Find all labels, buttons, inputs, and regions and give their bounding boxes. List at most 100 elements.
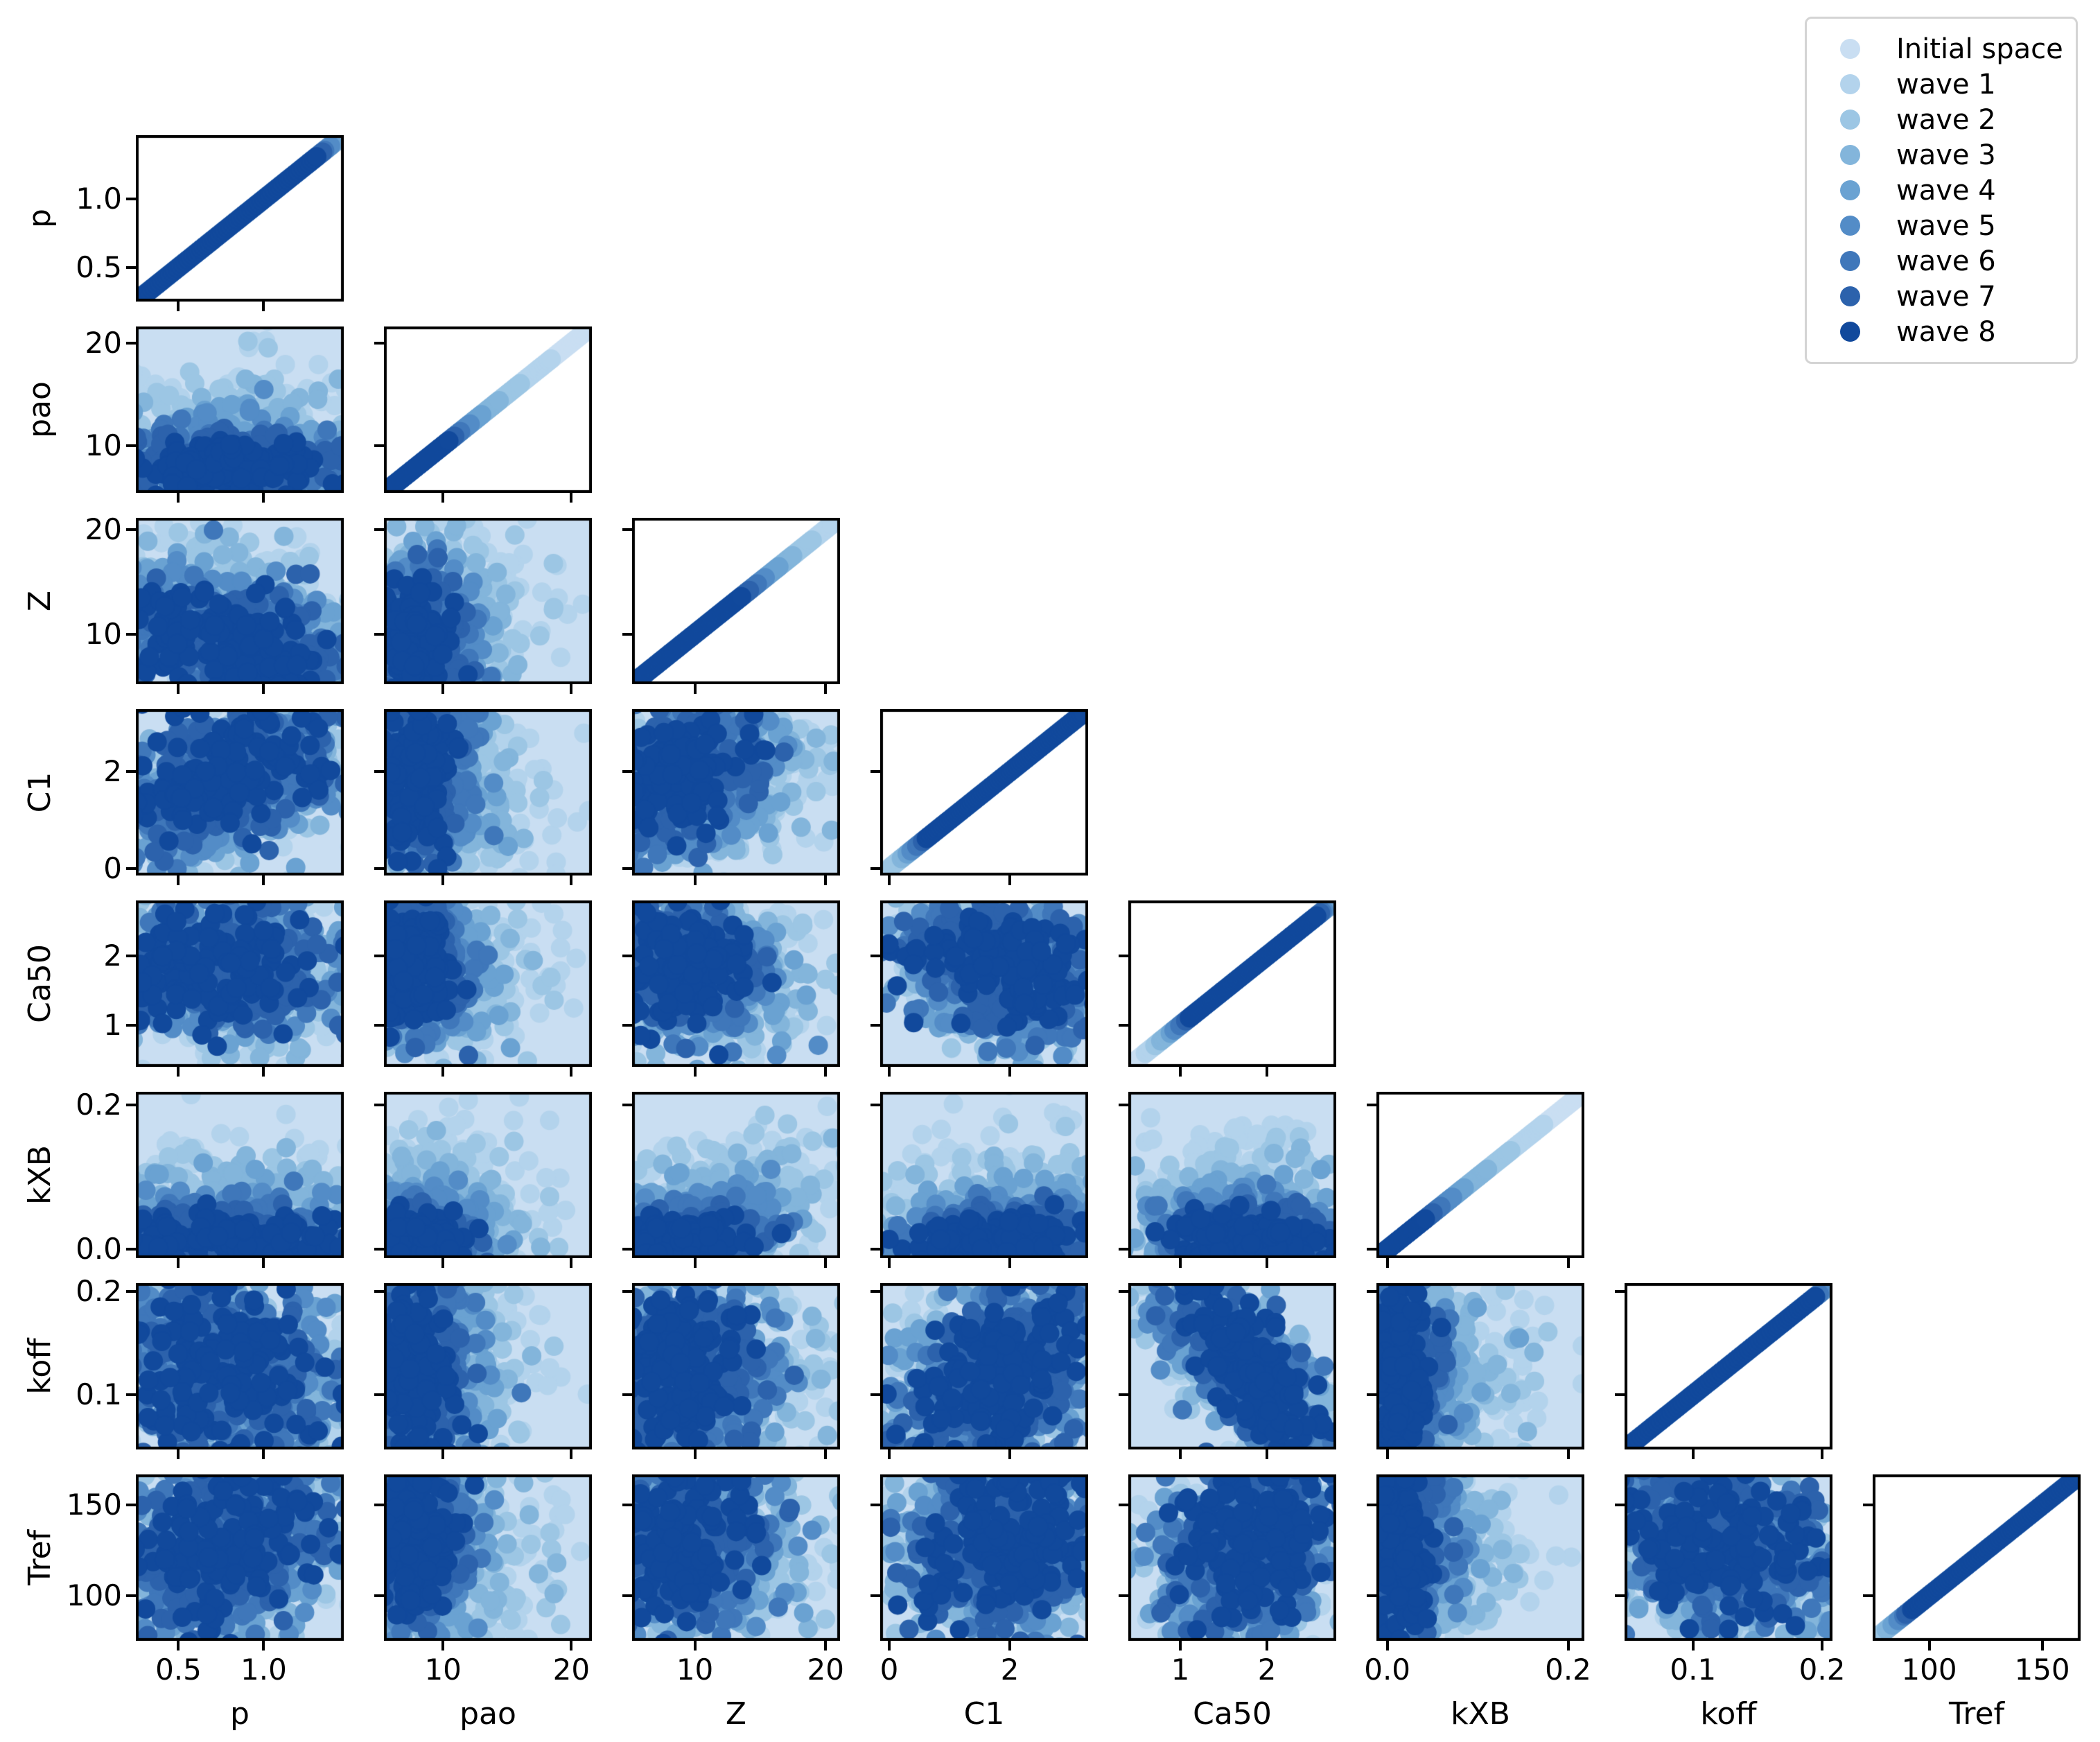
canvas-koff-pao bbox=[384, 1283, 592, 1449]
x-tick-label-C1-0: 0 bbox=[880, 1653, 899, 1687]
x-tick-Z-0 bbox=[693, 1641, 697, 1650]
x-tick-kXB-0 bbox=[1385, 1641, 1389, 1650]
legend-item-initial-space: Initial space bbox=[1807, 31, 2076, 67]
y-tick-label-Ca50-1: 2 bbox=[103, 939, 122, 973]
y-tick-Tref-0 bbox=[1367, 1594, 1376, 1597]
y-tick-Ca50-0 bbox=[870, 1024, 880, 1027]
canvas-koff-p bbox=[136, 1283, 344, 1449]
y-tick-label-p-0: 0.5 bbox=[76, 250, 122, 284]
y-tick-kXB-1 bbox=[622, 1103, 632, 1106]
x-tick-pao-0 bbox=[441, 1067, 445, 1077]
x-tick-p-1 bbox=[262, 876, 265, 885]
x-tick-label-p-1: 1.0 bbox=[240, 1653, 287, 1687]
panel-Tref-diagonal bbox=[1863, 1474, 2081, 1650]
x-tick-p-1 bbox=[262, 1067, 265, 1077]
canvas-koff-koff bbox=[1625, 1283, 1832, 1449]
x-tick-Tref-0 bbox=[1927, 1641, 1931, 1650]
y-tick-Tref-1 bbox=[374, 1504, 384, 1507]
y-tick-koff-0 bbox=[622, 1393, 632, 1396]
x-tick-label-Z-1: 20 bbox=[807, 1653, 844, 1687]
legend-item-wave-3: wave 3 bbox=[1807, 137, 2076, 173]
panel-koff-vs-C1 bbox=[870, 1283, 1088, 1459]
y-tick-kXB-1 bbox=[126, 1103, 136, 1106]
x-tick-label-Ca50-0: 1 bbox=[1171, 1653, 1190, 1687]
panel-pao-diagonal bbox=[374, 326, 592, 503]
panel-koff-vs-p bbox=[126, 1283, 344, 1459]
x-tick-pao-1 bbox=[570, 493, 573, 503]
x-tick-Z-1 bbox=[824, 876, 828, 885]
x-tick-Ca50-1 bbox=[1266, 1258, 1268, 1268]
canvas-Tref-pao bbox=[384, 1474, 592, 1641]
legend-marker-icon bbox=[1840, 39, 1860, 59]
panel-C1-vs-Z bbox=[622, 709, 840, 885]
legend-item-wave-8: wave 8 bbox=[1807, 314, 2076, 349]
x-tick-p-0 bbox=[177, 302, 180, 311]
x-tick-pao-0 bbox=[441, 684, 445, 694]
y-tick-pao-0 bbox=[374, 444, 384, 447]
legend-label: Initial space bbox=[1896, 33, 2063, 65]
y-tick-koff-0 bbox=[126, 1393, 136, 1396]
y-tick-kXB-0 bbox=[622, 1248, 632, 1251]
y-tick-C1-0 bbox=[374, 866, 384, 870]
x-tick-C1-0 bbox=[888, 1641, 891, 1650]
x-tick-pao-0 bbox=[441, 1641, 445, 1650]
canvas-Ca50-C1 bbox=[880, 900, 1088, 1067]
y-tick-C1-0 bbox=[126, 866, 136, 870]
y-tick-kXB-1 bbox=[1119, 1103, 1128, 1106]
y-tick-label-pao-0: 10 bbox=[85, 428, 122, 462]
x-tick-kXB-0 bbox=[1385, 1258, 1389, 1268]
panel-koff-diagonal bbox=[1615, 1283, 1832, 1459]
y-tick-kXB-1 bbox=[1367, 1103, 1376, 1106]
x-tick-C1-1 bbox=[1008, 1067, 1011, 1077]
canvas-kXB-Z bbox=[632, 1092, 840, 1258]
x-tick-pao-1 bbox=[570, 684, 573, 694]
canvas-Tref-koff bbox=[1625, 1474, 1832, 1641]
y-tick-p-0 bbox=[126, 265, 136, 269]
canvas-koff-kXB bbox=[1376, 1283, 1584, 1449]
x-tick-p-0 bbox=[177, 876, 180, 885]
x-tick-p-1 bbox=[262, 1449, 265, 1459]
y-tick-Ca50-1 bbox=[374, 955, 384, 957]
panel-Tref-vs-kXB bbox=[1367, 1474, 1584, 1650]
y-tick-Z-0 bbox=[622, 632, 632, 636]
y-tick-label-koff-0: 0.1 bbox=[76, 1377, 122, 1411]
panel-Tref-vs-p bbox=[126, 1474, 344, 1650]
x-tick-C1-0 bbox=[888, 1449, 891, 1459]
y-tick-Tref-1 bbox=[1615, 1504, 1625, 1507]
x-axis-label-p: p bbox=[230, 1696, 250, 1732]
legend-item-wave-5: wave 5 bbox=[1807, 208, 2076, 243]
panel-Ca50-vs-pao bbox=[374, 900, 592, 1077]
x-tick-Z-0 bbox=[693, 1258, 697, 1268]
legend-item-wave-6: wave 6 bbox=[1807, 243, 2076, 279]
panel-kXB-diagonal bbox=[1367, 1092, 1584, 1268]
y-tick-C1-1 bbox=[126, 770, 136, 774]
panel-Ca50-vs-C1 bbox=[870, 900, 1088, 1077]
y-tick-Ca50-0 bbox=[374, 1024, 384, 1027]
x-tick-pao-0 bbox=[441, 1449, 445, 1459]
x-tick-pao-0 bbox=[441, 493, 445, 503]
canvas-kXB-p bbox=[136, 1092, 344, 1258]
y-tick-Tref-0 bbox=[1119, 1594, 1128, 1597]
legend-label: wave 5 bbox=[1896, 209, 1996, 242]
y-tick-Tref-0 bbox=[1615, 1594, 1625, 1597]
x-tick-Z-1 bbox=[824, 1067, 828, 1077]
y-tick-Ca50-1 bbox=[126, 955, 136, 957]
x-tick-Z-0 bbox=[693, 1449, 697, 1459]
panel-C1-vs-p bbox=[126, 709, 344, 885]
panel-C1-diagonal bbox=[870, 709, 1088, 885]
canvas-C1-C1 bbox=[880, 709, 1088, 876]
y-tick-label-p-1: 1.0 bbox=[76, 182, 122, 216]
y-tick-label-C1-1: 2 bbox=[103, 754, 122, 789]
x-axis-label-pao: pao bbox=[460, 1696, 516, 1732]
y-tick-Z-1 bbox=[126, 528, 136, 531]
x-tick-label-kXB-0: 0.0 bbox=[1364, 1653, 1411, 1687]
x-tick-Z-1 bbox=[824, 1449, 828, 1459]
canvas-Tref-Z bbox=[632, 1474, 840, 1641]
y-tick-C1-1 bbox=[870, 770, 880, 774]
legend-marker-icon bbox=[1840, 251, 1860, 271]
x-tick-kXB-0 bbox=[1385, 1449, 1389, 1459]
x-tick-C1-0 bbox=[888, 1067, 891, 1077]
canvas-koff-Z bbox=[632, 1283, 840, 1449]
x-tick-Z-0 bbox=[693, 876, 697, 885]
y-tick-label-Tref-0: 100 bbox=[66, 1578, 122, 1612]
